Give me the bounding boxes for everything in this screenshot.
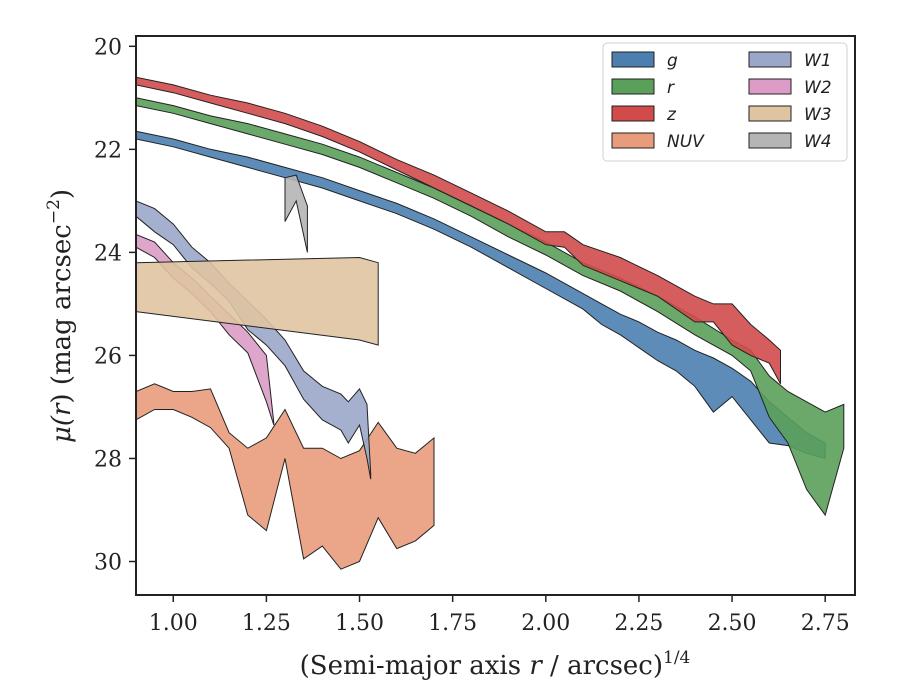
x-tick-label: 1.25	[242, 611, 291, 636]
legend-frame	[602, 42, 848, 162]
y-tick-label: 24	[94, 241, 122, 266]
x-axis-title: (Semi-major axis r / arcsec)1/4	[300, 648, 691, 681]
legend-swatch-nuv	[611, 132, 655, 149]
plot-frame	[135, 35, 856, 596]
x-axis-ticks: 1.00 1.25 1.50 1.75 2.00 2.25 2.50 2.75	[149, 595, 850, 636]
x-tick-label: 2.75	[801, 611, 850, 636]
band-z	[136, 76, 781, 385]
x-tick-label: 2.50	[708, 611, 757, 636]
legend-label-z: z	[666, 105, 677, 125]
band-w4	[284, 174, 308, 253]
legend-label-r: r	[667, 78, 675, 98]
x-tick-label: 1.75	[428, 611, 477, 636]
x-tick-label: 2.00	[521, 611, 570, 636]
legend-swatch-w1	[748, 51, 792, 68]
y-axis-ticks: 20 22 24 26 28 30	[94, 35, 136, 576]
legend-swatch-w3	[748, 105, 792, 122]
y-tick-label: 26	[94, 344, 122, 369]
legend-swatch-w2	[748, 78, 792, 95]
x-tick-label: 1.00	[149, 611, 198, 636]
y-axis-title: μ(r) (mag arcsec−2)	[44, 189, 77, 443]
legend-label-w2: W2	[804, 78, 832, 98]
legend-label-w4: W4	[804, 132, 832, 152]
band-r	[136, 97, 845, 517]
legend-swatch-w4	[748, 132, 792, 149]
series-bands	[136, 76, 845, 570]
x-tick-label: 2.25	[614, 611, 663, 636]
y-tick-label: 28	[94, 447, 122, 472]
band-w3	[136, 256, 379, 346]
legend-label-nuv: NUV	[667, 132, 705, 152]
legend-swatch-r	[611, 78, 655, 95]
band-nuv	[136, 383, 435, 570]
legend-swatch-g	[611, 51, 655, 68]
x-tick-label: 1.50	[335, 611, 384, 636]
legend-label-w1: W1	[804, 51, 832, 71]
legend: grz NUV W1 W2 W3 W4	[602, 42, 848, 162]
y-tick-label: 20	[94, 35, 122, 60]
legend-label-w3: W3	[804, 105, 832, 125]
legend-swatch-z	[611, 105, 655, 122]
y-tick-label: 30	[94, 551, 122, 576]
legend-label-g: g	[667, 51, 678, 71]
y-tick-label: 22	[94, 138, 122, 163]
